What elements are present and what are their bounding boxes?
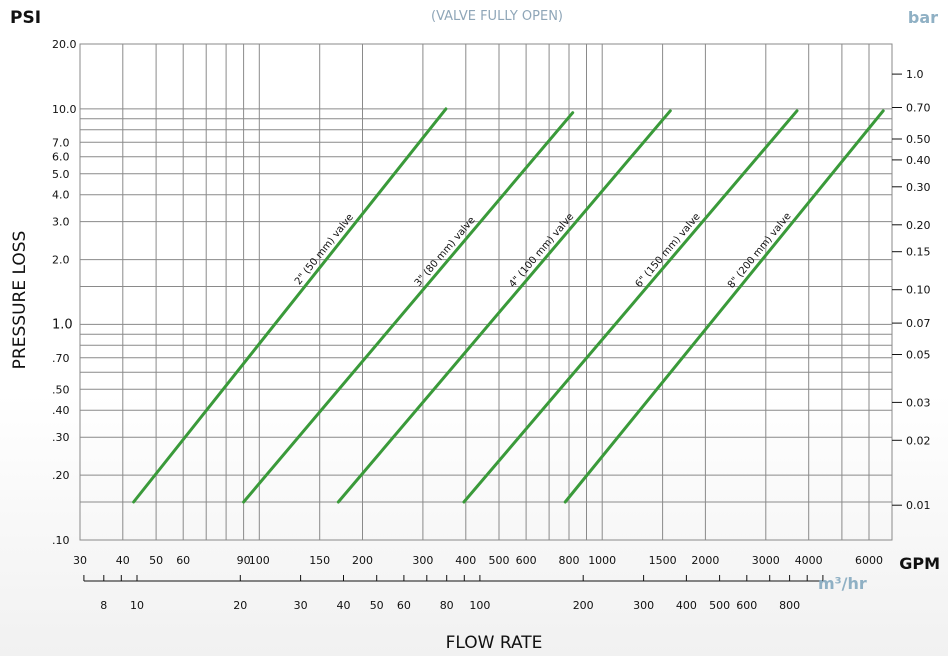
- x-tick-label: 30: [73, 554, 87, 567]
- x-tick-label: 300: [412, 554, 433, 567]
- y-tick-label: .70: [52, 352, 70, 365]
- labels: PSI bar (VALVE FULLY OPEN) PRESSURE LOSS…: [10, 8, 940, 653]
- x-tick-label: 6000: [855, 554, 883, 567]
- x-tick-label: 800: [559, 554, 580, 567]
- series-layer: 2" (50 mm) valve 3" (80 mm) valve 4" (100 …: [132, 107, 885, 504]
- y2-tick-label: 1.0: [906, 68, 924, 81]
- x-tick-label: 200: [352, 554, 373, 567]
- x2-tick-label: 10: [130, 599, 144, 612]
- y-tick-label: .10: [52, 534, 70, 547]
- x2-tick-label: 400: [676, 599, 697, 612]
- x-tick-label: 3000: [752, 554, 780, 567]
- x-tick-label: 4000: [795, 554, 823, 567]
- y-tick-label: 1.0: [52, 317, 73, 332]
- valve-series-line: [563, 109, 885, 504]
- y2-tick-label: 0.20: [906, 219, 931, 232]
- x-tick-label: 400: [455, 554, 476, 567]
- y-tick-label: 3.0: [52, 216, 70, 229]
- y-tick-label: .40: [52, 404, 70, 417]
- x-axis-label: FLOW RATE: [446, 633, 543, 653]
- x2-tick-label: 50: [370, 599, 384, 612]
- x-tick-label: 100: [249, 554, 270, 567]
- y-tick-label: 6.0: [52, 151, 70, 164]
- x-tick-label: 500: [489, 554, 510, 567]
- x-tick-label: 600: [516, 554, 537, 567]
- chart-title: (VALVE FULLY OPEN): [431, 9, 563, 24]
- y2-tick-label: 0.10: [906, 284, 931, 297]
- y-tick-label: 7.0: [52, 136, 70, 149]
- grid: 20.0 10.0 7.0 6.0 5.0 4.0 3.0 2.0 1.0 .70 .50 .40 .3…: [52, 38, 931, 612]
- y-tick-label: .20: [52, 469, 70, 482]
- x2-tick-label: 80: [440, 599, 454, 612]
- x2-tick-label: 20: [233, 599, 247, 612]
- y-tick-label: .30: [52, 431, 70, 444]
- y2-tick-label: 0.03: [906, 396, 931, 409]
- y-tick-label: 2.0: [52, 254, 70, 267]
- y-unit-left: PSI: [10, 8, 41, 28]
- y-tick-label: 10.0: [52, 103, 77, 116]
- valve-series-line: [242, 111, 575, 504]
- x-tick-label: 1000: [588, 554, 616, 567]
- x2-tick-label: 300: [633, 599, 654, 612]
- valve-series-line: [132, 107, 448, 504]
- y2-tick-label: 0.50: [906, 133, 931, 146]
- x-tick-label: 40: [116, 554, 130, 567]
- y2-tick-label: 0.70: [906, 102, 931, 115]
- x2-tick-label: 500: [709, 599, 730, 612]
- x2-tick-label: 600: [736, 599, 757, 612]
- y2-tick-label: 0.02: [906, 434, 931, 447]
- x2-tick-label: 200: [573, 599, 594, 612]
- x-tick-label: 90: [237, 554, 251, 567]
- valve-series-line: [462, 109, 799, 504]
- valve-series-label: 2" (50 mm) valve: [293, 212, 356, 287]
- y-axis-label: PRESSURE LOSS: [10, 231, 30, 370]
- y2-tick-label: 0.15: [906, 246, 931, 259]
- valve-series-label: 6" (150 mm) valve: [634, 211, 703, 290]
- y-unit-right: bar: [908, 8, 938, 27]
- y2-tick-label: 0.05: [906, 349, 931, 362]
- valve-series-label: 8" (200 mm) valve: [726, 211, 794, 291]
- x2-tick-label: 100: [469, 599, 490, 612]
- x-tick-label: 150: [309, 554, 330, 567]
- x-unit-secondary: m³/hr: [818, 574, 867, 593]
- y2-tick-label: 0.07: [906, 317, 931, 330]
- x-tick-label: 2000: [691, 554, 719, 567]
- y2-tick-label: 0.01: [906, 499, 931, 512]
- x2-tick-label: 60: [397, 599, 411, 612]
- x2-tick-label: 40: [337, 599, 351, 612]
- valve-series-line: [336, 109, 672, 504]
- y2-tick-label: 0.30: [906, 181, 931, 194]
- y-tick-label: 4.0: [52, 189, 70, 202]
- x2-tick-label: 800: [779, 599, 800, 612]
- y-tick-label: .50: [52, 383, 70, 396]
- x2-tick-label: 8: [100, 599, 107, 612]
- valve-series-label: 4" (100 mm) valve: [507, 211, 576, 290]
- y2-tick-label: 0.40: [906, 154, 931, 167]
- y-tick-label: 20.0: [52, 38, 77, 51]
- x-tick-label: 1500: [649, 554, 677, 567]
- y-tick-label: 5.0: [52, 168, 70, 181]
- x-unit-primary: GPM: [899, 554, 940, 573]
- x-tick-label: 50: [149, 554, 163, 567]
- x-tick-label: 60: [176, 554, 190, 567]
- x2-tick-label: 30: [294, 599, 308, 612]
